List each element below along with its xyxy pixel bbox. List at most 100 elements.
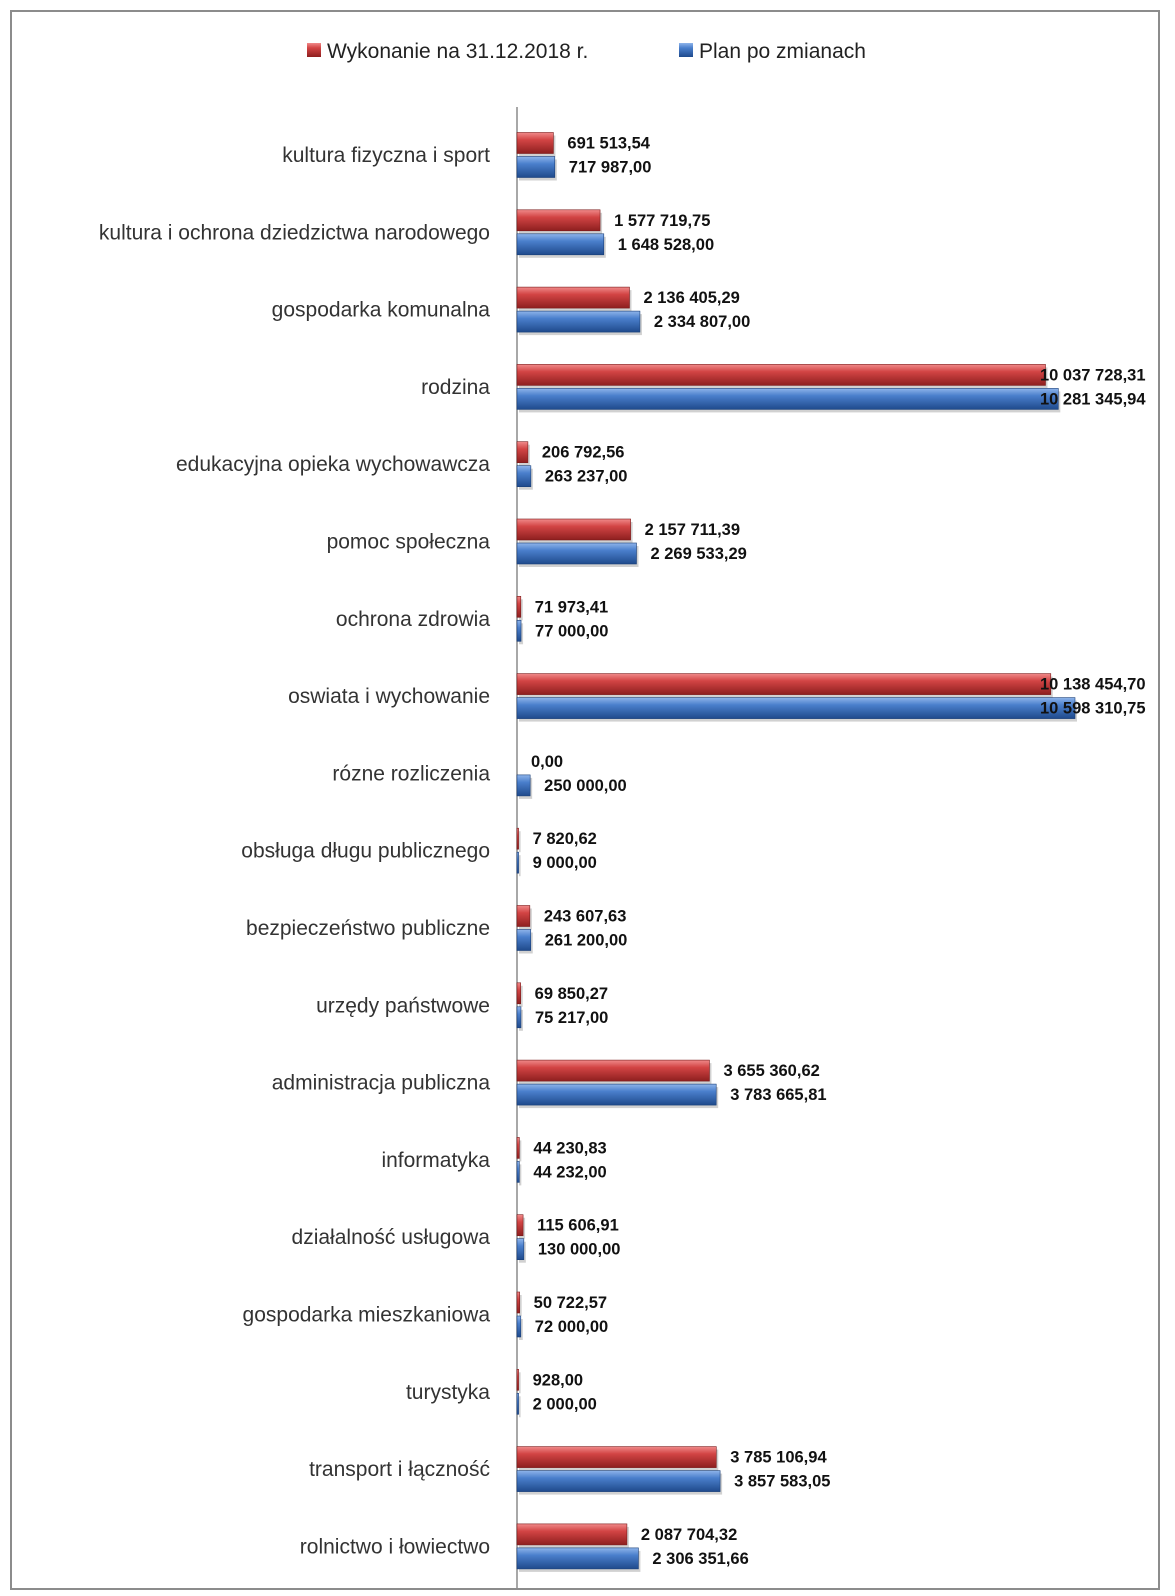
value-label-plan: 2 000,00 bbox=[533, 1395, 597, 1413]
bar-plan bbox=[516, 1083, 717, 1106]
bar-plan bbox=[516, 774, 531, 797]
bar-plan bbox=[516, 1161, 520, 1183]
value-label-plan: 2 334 807,00 bbox=[654, 313, 750, 331]
category-label: urzędy państwowe bbox=[316, 994, 490, 1017]
value-label-wykonanie: 206 792,56 bbox=[542, 444, 625, 462]
bar-plan bbox=[516, 465, 532, 488]
bar-wykonanie bbox=[516, 1059, 710, 1082]
value-label-wykonanie: 3 655 360,62 bbox=[723, 1062, 819, 1080]
legend-label-plan: Plan po zmianach bbox=[699, 40, 866, 63]
bar-wykonanie bbox=[516, 1137, 520, 1159]
value-label-plan: 10 598 310,75 bbox=[1040, 700, 1146, 718]
value-label-wykonanie: 71 973,41 bbox=[535, 598, 608, 616]
value-label-wykonanie: 44 230,83 bbox=[533, 1139, 606, 1157]
bar-plan bbox=[516, 310, 641, 333]
bar-shadow bbox=[519, 831, 521, 853]
value-label-plan: 9 000,00 bbox=[533, 854, 597, 872]
value-label-plan: 44 232,00 bbox=[533, 1163, 606, 1181]
value-label-wykonanie: 50 722,57 bbox=[534, 1294, 607, 1312]
bar-plan bbox=[516, 233, 605, 256]
value-label-wykonanie: 69 850,27 bbox=[535, 985, 608, 1003]
value-label-plan: 72 000,00 bbox=[535, 1318, 608, 1336]
bar-wykonanie bbox=[516, 1446, 717, 1468]
value-label-plan: 261 200,00 bbox=[545, 932, 628, 950]
value-label-plan: 10 281 345,94 bbox=[1040, 390, 1146, 408]
value-label-wykonanie: 2 157 711,39 bbox=[645, 521, 740, 539]
value-label-plan: 1 648 528,00 bbox=[618, 236, 714, 254]
bar-plan bbox=[516, 697, 1076, 719]
bar-shadow bbox=[519, 1372, 521, 1394]
category-label: rolnictwo i łowiectwo bbox=[300, 1535, 490, 1558]
category-label: pomoc społeczna bbox=[327, 531, 491, 554]
value-label-wykonanie: 2 136 405,29 bbox=[643, 289, 739, 307]
bar-shadow bbox=[519, 1140, 522, 1162]
value-label-wykonanie: 1 577 719,75 bbox=[614, 212, 710, 230]
category-label: rózne rozliczenia bbox=[332, 762, 490, 785]
category-label: administracja publiczna bbox=[272, 1072, 491, 1095]
bar-shadow bbox=[519, 855, 521, 877]
value-label-plan: 3 783 665,81 bbox=[730, 1086, 826, 1104]
category-label: rodzina bbox=[421, 376, 490, 399]
category-label: obsługa długu publicznego bbox=[241, 840, 490, 863]
value-label-wykonanie: 3 785 106,94 bbox=[730, 1449, 827, 1467]
value-label-plan: 130 000,00 bbox=[538, 1241, 621, 1259]
category-label: transport i łączność bbox=[309, 1458, 490, 1481]
bar-wykonanie bbox=[516, 827, 519, 850]
legend: Wykonanie na 31.12.2018 r. Plan po zmiana… bbox=[307, 40, 866, 63]
value-label-wykonanie: 0,00 bbox=[531, 753, 563, 771]
bar-wykonanie bbox=[516, 286, 630, 309]
category-label: kultura fizyczna i sport bbox=[282, 144, 490, 167]
value-label-wykonanie: 10 037 728,31 bbox=[1040, 366, 1146, 384]
value-label-plan: 2 306 351,66 bbox=[652, 1550, 748, 1568]
bar-wykonanie bbox=[516, 132, 554, 154]
category-label: gospodarka mieszkaniowa bbox=[243, 1304, 491, 1327]
value-label-plan: 3 857 583,05 bbox=[734, 1473, 830, 1491]
bar-plan bbox=[516, 388, 1059, 410]
value-label-plan: 75 217,00 bbox=[535, 1009, 608, 1027]
value-label-plan: 2 269 533,29 bbox=[650, 545, 746, 563]
category-label: kultura i ochrona dziedzictwa narodowego bbox=[99, 221, 490, 244]
bar-wykonanie bbox=[516, 673, 1052, 695]
category-label: działalność usługowa bbox=[292, 1226, 491, 1249]
category-label: oswiata i wychowanie bbox=[288, 685, 490, 708]
value-label-wykonanie: 7 820,62 bbox=[533, 830, 597, 848]
value-label-wykonanie: 115 606,91 bbox=[537, 1217, 619, 1235]
bar-plan bbox=[516, 619, 522, 642]
bar-wykonanie bbox=[516, 209, 601, 232]
bar-shadow bbox=[519, 1295, 522, 1316]
bar-plan bbox=[516, 1238, 525, 1260]
value-label-plan: 77 000,00 bbox=[535, 622, 608, 640]
bar-plan bbox=[516, 1315, 522, 1338]
category-label: bezpieczeństwo publiczne bbox=[246, 917, 490, 940]
bar-plan bbox=[516, 1393, 519, 1415]
value-label-wykonanie: 2 087 704,32 bbox=[641, 1526, 737, 1544]
bar-wykonanie bbox=[516, 1214, 524, 1236]
category-label: ochrona zdrowia bbox=[336, 608, 490, 631]
value-label-plan: 250 000,00 bbox=[544, 777, 627, 795]
value-label-wykonanie: 928,00 bbox=[533, 1371, 583, 1389]
value-label-wykonanie: 243 607,63 bbox=[544, 908, 627, 926]
bar-plan bbox=[516, 851, 519, 874]
bar-shadow bbox=[519, 1396, 521, 1418]
bar-wykonanie bbox=[516, 905, 531, 927]
legend-swatch-wykonanie bbox=[307, 43, 321, 57]
bar-wykonanie bbox=[516, 364, 1046, 386]
chart-frame bbox=[10, 10, 1160, 1590]
value-label-wykonanie: 691 513,54 bbox=[567, 135, 650, 153]
value-label-plan: 717 987,00 bbox=[569, 159, 652, 177]
value-labels: 691 513,54 717 987,00 1 577 719,75 1 648 52… bbox=[531, 135, 1146, 1568]
category-label: turystyka bbox=[406, 1381, 490, 1404]
bar-wykonanie bbox=[516, 1523, 628, 1546]
bar-plan bbox=[516, 1006, 522, 1029]
legend-swatch-plan bbox=[679, 43, 693, 57]
bar-plan bbox=[516, 542, 637, 565]
category-label: gospodarka komunalna bbox=[272, 299, 491, 322]
bar-wykonanie bbox=[516, 982, 521, 1005]
category-label: edukacyjna opieka wychowawcza bbox=[176, 453, 490, 476]
bars bbox=[516, 132, 1077, 1572]
bar-wykonanie bbox=[516, 1291, 520, 1314]
category-label: informatyka bbox=[381, 1149, 490, 1172]
legend-label-wykonanie: Wykonanie na 31.12.2018 r. bbox=[327, 40, 588, 63]
bar-plan bbox=[516, 1547, 639, 1570]
bar-shadow bbox=[519, 1164, 522, 1186]
